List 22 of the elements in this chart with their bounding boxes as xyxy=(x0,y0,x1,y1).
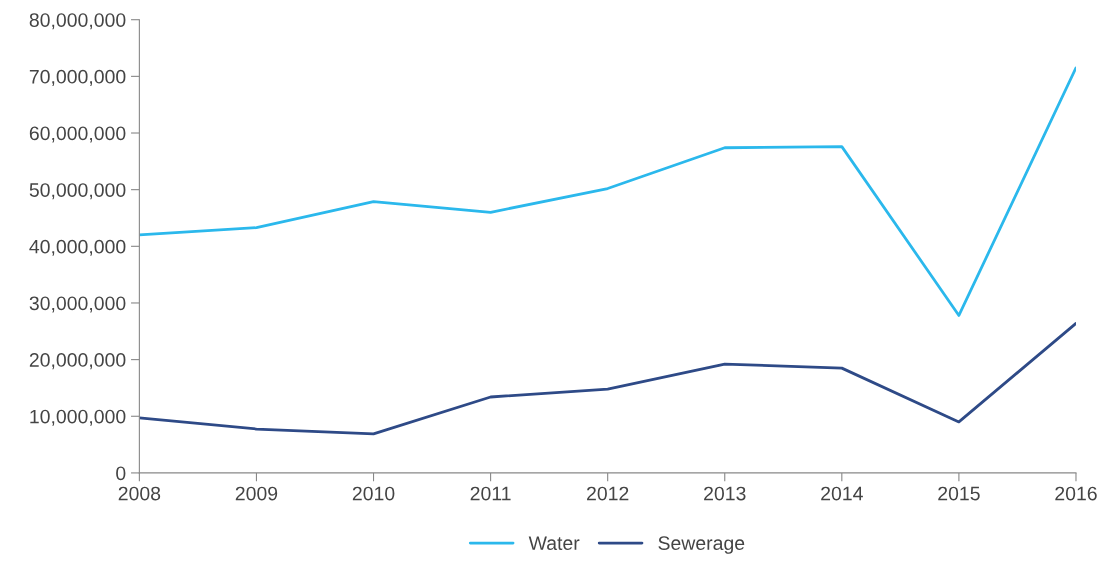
y-tick-label: 70,000,000 xyxy=(29,69,126,86)
x-tick-label: 2008 xyxy=(118,486,161,501)
y-tick-label: 40,000,000 xyxy=(29,239,126,256)
legend-label: Water xyxy=(528,536,580,551)
y-tick-label: 80,000,000 xyxy=(29,13,126,30)
y-tick-label: 50,000,000 xyxy=(29,183,126,200)
x-tick-label: 2016 xyxy=(1055,486,1097,501)
x-tick-label: 2010 xyxy=(352,486,395,501)
y-tick-label: 20,000,000 xyxy=(29,353,126,370)
y-tick-label: 60,000,000 xyxy=(29,126,126,143)
y-tick-label: 10,000,000 xyxy=(30,409,126,426)
y-tick-label: 30,000,000 xyxy=(29,296,126,313)
line-series xyxy=(139,321,1076,436)
x-tick-label: 2009 xyxy=(235,486,278,501)
x-tick-label: 2014 xyxy=(821,486,863,501)
x-tick-label: 2013 xyxy=(704,486,746,501)
x-tick-label: 2011 xyxy=(470,486,511,501)
line-series xyxy=(139,66,1076,317)
legend-label: Sewerage xyxy=(658,536,745,554)
x-tick-label: 2012 xyxy=(587,486,629,501)
y-tick-label: 0 xyxy=(116,466,126,481)
x-tick-label: 2015 xyxy=(938,486,980,501)
